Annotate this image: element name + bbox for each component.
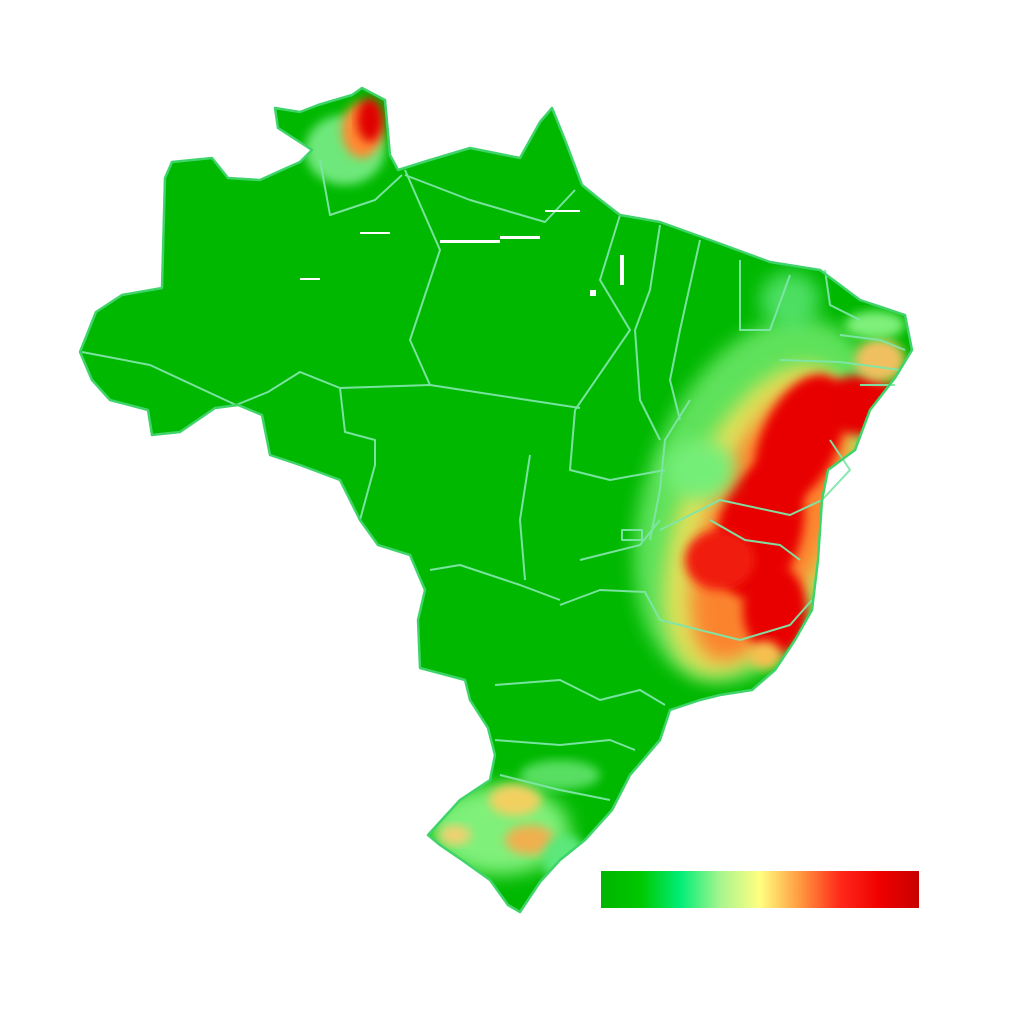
country-outline bbox=[78, 86, 914, 914]
legend-gradient-bar bbox=[601, 871, 919, 908]
border-pe bbox=[779, 359, 901, 371]
border-ms bbox=[429, 564, 561, 601]
heat-zone-east-red-4 bbox=[685, 530, 755, 590]
border-mt-go bbox=[519, 454, 531, 581]
border-pa-to bbox=[574, 214, 631, 411]
border-pi-ce bbox=[739, 260, 791, 331]
state-borders bbox=[81, 159, 906, 801]
heat-zone-east-red-3 bbox=[743, 565, 807, 655]
heat-zone-south-yellow-3 bbox=[439, 825, 471, 845]
heat-zone-south-mid bbox=[520, 760, 600, 790]
border-mg-rj-es bbox=[739, 599, 813, 641]
color-scale-legend bbox=[601, 871, 919, 908]
border-ba-coast bbox=[821, 439, 851, 501]
border-rr-am bbox=[319, 159, 403, 216]
border-ce-rn bbox=[824, 269, 861, 321]
border-ba-mg bbox=[659, 499, 823, 531]
border-sc-rs bbox=[499, 774, 611, 801]
heat-zone-coast-light bbox=[845, 311, 905, 339]
heat-zone-southeast-yellow bbox=[749, 641, 781, 669]
border-mg-inner bbox=[709, 519, 801, 561]
border-am-line bbox=[81, 351, 237, 406]
border-ba-west bbox=[649, 399, 691, 541]
border-am-mt bbox=[235, 371, 581, 409]
border-go-mg bbox=[579, 519, 661, 561]
heat-zone-east-lightgreen bbox=[665, 440, 735, 500]
border-am-pa bbox=[404, 169, 441, 386]
border-pb bbox=[839, 334, 906, 351]
nodata-speckles bbox=[300, 210, 624, 296]
border-sp-pr bbox=[494, 679, 666, 706]
heat-zone-north-red bbox=[357, 98, 383, 142]
border-ro bbox=[339, 387, 376, 521]
brazil-land-area bbox=[80, 88, 912, 912]
heat-zone-south-yellow-1 bbox=[489, 784, 541, 816]
border-to-ma bbox=[634, 224, 661, 441]
border-ap-pa bbox=[404, 174, 576, 223]
border-ma-pi bbox=[669, 239, 701, 421]
border-to-go bbox=[569, 409, 666, 481]
heat-zone-south-green-east bbox=[543, 834, 587, 886]
border-pr-sc bbox=[494, 739, 636, 751]
heat-zone-east-speckle bbox=[760, 272, 820, 328]
heat-zone-northeast-yellow bbox=[855, 338, 905, 382]
heat-zone-south-yellow-2 bbox=[505, 825, 555, 855]
border-df bbox=[621, 529, 643, 541]
border-mg-sp bbox=[559, 589, 741, 641]
